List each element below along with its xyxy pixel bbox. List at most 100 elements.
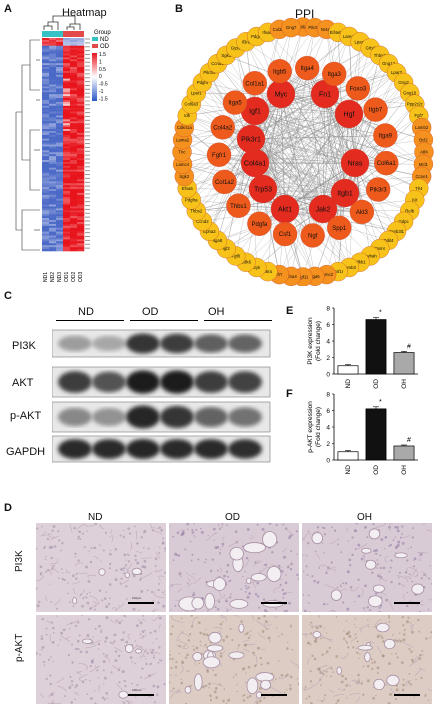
heatmap-cell — [63, 99, 71, 103]
nucleus — [186, 670, 188, 672]
blot-band — [194, 334, 228, 353]
heatmap-cell — [42, 45, 50, 48]
tissue-fiber — [150, 523, 162, 529]
nucleus — [389, 692, 393, 696]
heatmap-cell — [63, 49, 71, 52]
ppi-edge — [254, 72, 397, 164]
heatmap-cell — [63, 86, 71, 89]
nucleus — [149, 663, 152, 666]
nucleus — [306, 574, 309, 576]
nucleus — [380, 635, 383, 638]
heatmap-cell — [63, 45, 71, 48]
heatmap-cell — [77, 227, 85, 230]
heatmap-cell — [49, 146, 57, 149]
nucleus — [108, 583, 112, 586]
scale-bar-label: 100μm — [132, 596, 142, 600]
nucleus — [91, 642, 94, 645]
tissue-fiber — [135, 644, 147, 653]
heatmap-cell — [70, 130, 78, 134]
group-bar-od — [63, 31, 84, 37]
tissue-fiber — [169, 583, 182, 589]
nucleus — [325, 670, 328, 673]
heatmap-cell — [56, 113, 64, 116]
ppi-edge — [250, 93, 326, 140]
ppi-node-label: Lamb3 — [343, 265, 357, 270]
nucleus — [389, 543, 393, 547]
heatmap-cell — [42, 173, 50, 176]
heatmap-cell — [70, 57, 78, 60]
nucleus — [200, 527, 202, 530]
heatmap-cell — [70, 59, 78, 62]
row-label-mark — [85, 100, 90, 102]
panel-c-letter: C — [4, 290, 12, 302]
heatmap-cell — [49, 107, 57, 110]
blot-label-pi3k: PI3K — [12, 340, 36, 352]
nucleus — [174, 665, 178, 669]
row-label-mark — [85, 205, 90, 207]
nucleus — [256, 646, 260, 650]
tissue-fiber — [267, 623, 272, 627]
heatmap-cell — [49, 74, 57, 78]
heatmap-cell — [70, 76, 78, 79]
ppi-node — [206, 142, 232, 167]
heatmap-cell — [63, 169, 71, 172]
tissue-fiber — [85, 644, 97, 649]
ppi-node — [242, 71, 267, 96]
heatmap-cell — [77, 171, 85, 174]
ppi-node-label: Ywhah — [364, 253, 378, 258]
nucleus — [171, 625, 174, 628]
tissue-fiber — [158, 624, 162, 629]
nucleus — [296, 678, 299, 680]
tissue-fiber — [332, 694, 345, 697]
nucleus — [41, 525, 43, 528]
heatmap-cell — [49, 65, 57, 68]
nucleus — [175, 661, 178, 664]
tissue-fiber — [362, 607, 369, 609]
blot-band — [194, 371, 228, 393]
panel-b-letter: B — [175, 3, 183, 15]
tissue-fiber — [133, 646, 143, 650]
tissue-fiber — [302, 554, 309, 558]
heatmap-cell — [70, 55, 78, 58]
nucleus — [308, 695, 311, 698]
nucleus — [353, 623, 356, 626]
nucleus — [36, 587, 38, 590]
nucleus — [267, 636, 271, 640]
nucleus — [420, 577, 423, 580]
nucleus — [416, 618, 420, 622]
nucleus — [374, 625, 377, 628]
ppi-edge — [196, 92, 356, 164]
bar-nd — [337, 365, 359, 375]
nucleus — [70, 701, 74, 704]
nucleus — [218, 527, 221, 531]
nucleus — [311, 575, 314, 578]
heatmap-cell — [70, 101, 78, 105]
nucleus — [408, 672, 411, 675]
nucleus — [303, 609, 307, 612]
heatmap-cell — [56, 175, 64, 178]
bar-oh — [393, 352, 415, 375]
nucleus — [340, 551, 343, 554]
tissue-fiber — [114, 602, 124, 611]
heatmap-cell — [42, 43, 50, 47]
tissue-fiber — [410, 624, 414, 632]
nucleus — [241, 694, 244, 697]
tubule-lumen — [368, 595, 383, 608]
heatmap-cell — [77, 216, 85, 219]
nucleus — [186, 528, 189, 530]
nucleus — [229, 579, 232, 582]
heatmap-cell — [49, 154, 57, 157]
nucleus — [398, 571, 402, 574]
heatmap-cell — [63, 239, 71, 242]
tissue-fiber — [169, 608, 172, 612]
nucleus — [427, 608, 430, 611]
nucleus — [44, 558, 47, 561]
nucleus — [425, 637, 428, 640]
nucleus — [52, 660, 54, 663]
heatmap-cell — [77, 202, 85, 205]
heatmap-cell — [70, 113, 78, 116]
heatmap-cell — [77, 245, 85, 248]
heatmap-cell — [42, 142, 50, 145]
